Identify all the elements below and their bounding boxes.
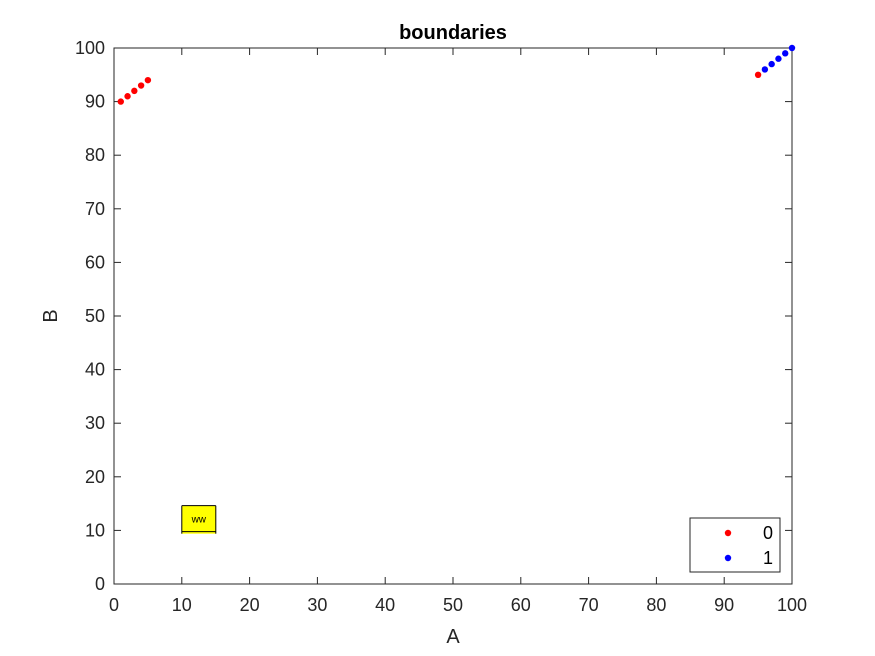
point-series-1 xyxy=(775,55,782,62)
x-tick-label: 80 xyxy=(646,595,666,615)
y-tick-label: 60 xyxy=(85,252,105,272)
point-series-0 xyxy=(117,98,124,105)
y-tick-label: 20 xyxy=(85,467,105,487)
y-tick-label: 90 xyxy=(85,92,105,112)
x-tick-label: 20 xyxy=(240,595,260,615)
legend-marker-0 xyxy=(724,529,732,537)
x-axis: 0 10 20 30 40 50 60 70 80 90 100 xyxy=(109,48,807,615)
annotation-box: ww xyxy=(181,505,217,534)
annotations: ww xyxy=(181,505,217,534)
x-tick-label: 70 xyxy=(579,595,599,615)
y-tick-label: 50 xyxy=(85,306,105,326)
data-points xyxy=(117,44,796,105)
y-tick-label: 0 xyxy=(95,574,105,594)
y-axis-label: B xyxy=(40,309,62,322)
x-tick-label: 30 xyxy=(307,595,327,615)
y-tick-label: 100 xyxy=(75,38,105,58)
point-series-0 xyxy=(144,76,152,84)
legend-label-0: 0 xyxy=(763,523,773,543)
legend-label-1: 1 xyxy=(763,548,773,568)
point-series-0 xyxy=(754,71,762,79)
chart-title: boundaries xyxy=(399,22,507,44)
point-series-0 xyxy=(124,93,131,100)
y-tick-label: 80 xyxy=(85,145,105,165)
x-tick-label: 0 xyxy=(109,595,119,615)
point-series-0 xyxy=(131,87,138,95)
x-tick-label: 50 xyxy=(443,595,463,615)
point-series-1 xyxy=(782,50,789,57)
legend-box xyxy=(689,517,781,573)
legend-marker-1 xyxy=(724,554,732,562)
x-tick-label: 60 xyxy=(511,595,531,615)
x-tick-label: 10 xyxy=(172,595,192,615)
y-tick-label: 30 xyxy=(85,413,105,433)
x-axis-label: A xyxy=(446,626,460,648)
point-series-1 xyxy=(761,66,769,73)
annotation-text: ww xyxy=(191,515,207,526)
y-tick-label: 10 xyxy=(85,520,105,540)
plot-area xyxy=(113,47,793,585)
point-series-0 xyxy=(137,82,145,89)
x-tick-label: 40 xyxy=(375,595,395,615)
x-tick-label: 90 xyxy=(714,595,734,615)
axes-box xyxy=(113,47,793,585)
x-tick-label: 100 xyxy=(777,595,807,615)
point-series-1 xyxy=(768,60,775,68)
legend[interactable]: 01 xyxy=(689,517,781,573)
point-series-1 xyxy=(788,44,796,52)
y-tick-label: 70 xyxy=(85,199,105,219)
y-tick-label: 40 xyxy=(85,360,105,380)
